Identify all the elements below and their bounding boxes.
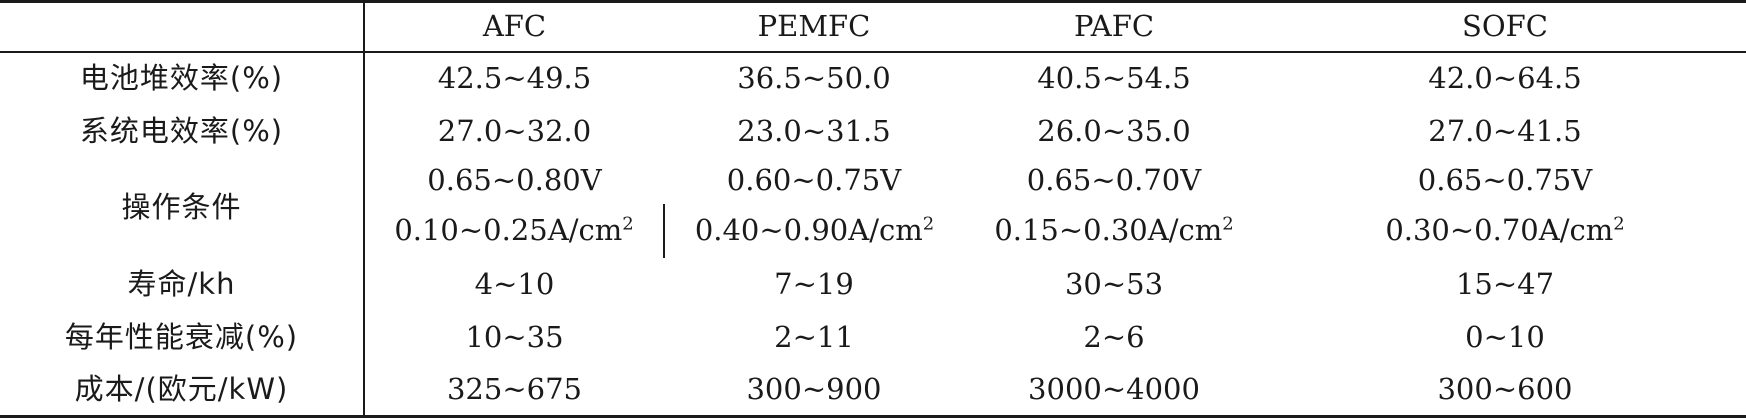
table-cell: 40.5~54.5 [1037,61,1191,95]
header-row: AFC PEMFC PAFC SOFC [0,0,1746,53]
row-label-operating-conditions: 操作条件 [0,157,365,258]
table-row-operating-current: 0.10~0.25A/cm2 0.40~0.90A/cm2 0.15~0.30A… [0,203,1746,258]
table-cell: 42.0~64.5 [1428,61,1582,95]
table-cell: 0.65~0.70V [1026,163,1202,197]
table-cell: 0.60~0.75V [726,163,902,197]
row-label-annual-degradation: 每年性能衰减(%) [0,310,365,364]
current-density-value: 0.10~0.25A/cm [394,213,623,247]
current-density-value: 0.15~0.30A/cm [994,213,1223,247]
table-cell: 2~6 [1083,319,1145,354]
table-row-cost: 成本/(欧元/kW) 325~675 300~900 3000~4000 300… [0,363,1746,418]
table-cell: 15~47 [1455,266,1555,301]
table-cell: 4~10 [474,266,555,301]
table-cell: 0.40~0.90A/cm2 [664,204,964,258]
table-cell: 300~900 [664,363,964,418]
header-cell-pemfc: PEMFC [664,0,964,53]
superscript-exponent: 2 [922,213,935,235]
current-density-value: 0.40~0.90A/cm [694,213,923,247]
current-density-value: 0.30~0.70A/cm [1385,213,1614,247]
table-cell: 0.30~0.70A/cm2 [1264,204,1746,258]
superscript-exponent: 2 [1222,213,1234,235]
table-cell: 300~600 [1264,363,1746,418]
row-label-lifetime: 寿命/kh [0,257,365,311]
table-cell: 36.5~50.0 [737,61,891,95]
table-cell: 325~675 [364,363,664,418]
table-cell: 23.0~31.5 [737,113,891,148]
table-cell: 42.5~49.5 [437,61,592,95]
table-cell: 26.0~35.0 [1037,113,1191,148]
row-label-cost: 成本/(欧元/kW) [0,363,365,418]
superscript-exponent: 2 [622,213,634,235]
table-cell: 10~35 [465,319,564,354]
header-cell-pafc: PAFC [964,0,1264,53]
table-cell: 0~10 [1465,319,1545,354]
table-cell: 7~19 [774,266,854,301]
table-cell: 30~53 [1064,266,1164,301]
table-cell: 27.0~41.5 [1428,113,1582,148]
table-cell: 0.65~0.80V [427,163,602,197]
row-label-stack-efficiency: 电池堆效率(%) [0,51,365,105]
table-cell: 0.15~0.30A/cm2 [964,204,1264,258]
table-row-lifetime: 寿命/kh 4~10 7~19 30~53 15~47 [0,257,1746,311]
table-row-stack-efficiency: 电池堆效率(%) 42.5~49.5 36.5~50.0 40.5~54.5 4… [0,51,1746,105]
table-cell: 0.10~0.25A/cm2 [364,203,665,258]
header-cell-afc: AFC [364,0,664,53]
table-row-system-efficiency: 系统电效率(%) 27.0~32.0 23.0~31.5 26.0~35.0 2… [0,104,1746,158]
table-cell: 0.65~0.75V [1417,163,1593,197]
row-label-system-efficiency: 系统电效率(%) [0,104,365,158]
table-cell: 2~11 [774,319,854,354]
header-cell-sofc: SOFC [1264,0,1746,53]
table-cell: 27.0~32.0 [437,113,592,148]
table-row-operating-voltage: 操作条件 0.65~0.80V 0.60~0.75V 0.65~0.70V 0.… [0,157,1746,258]
table-cell: 3000~4000 [964,363,1264,418]
header-cell-corner [0,0,365,53]
table-row-annual-degradation: 每年性能衰减(%) 10~35 2~11 2~6 0~10 [0,310,1746,364]
superscript-exponent: 2 [1613,213,1625,235]
